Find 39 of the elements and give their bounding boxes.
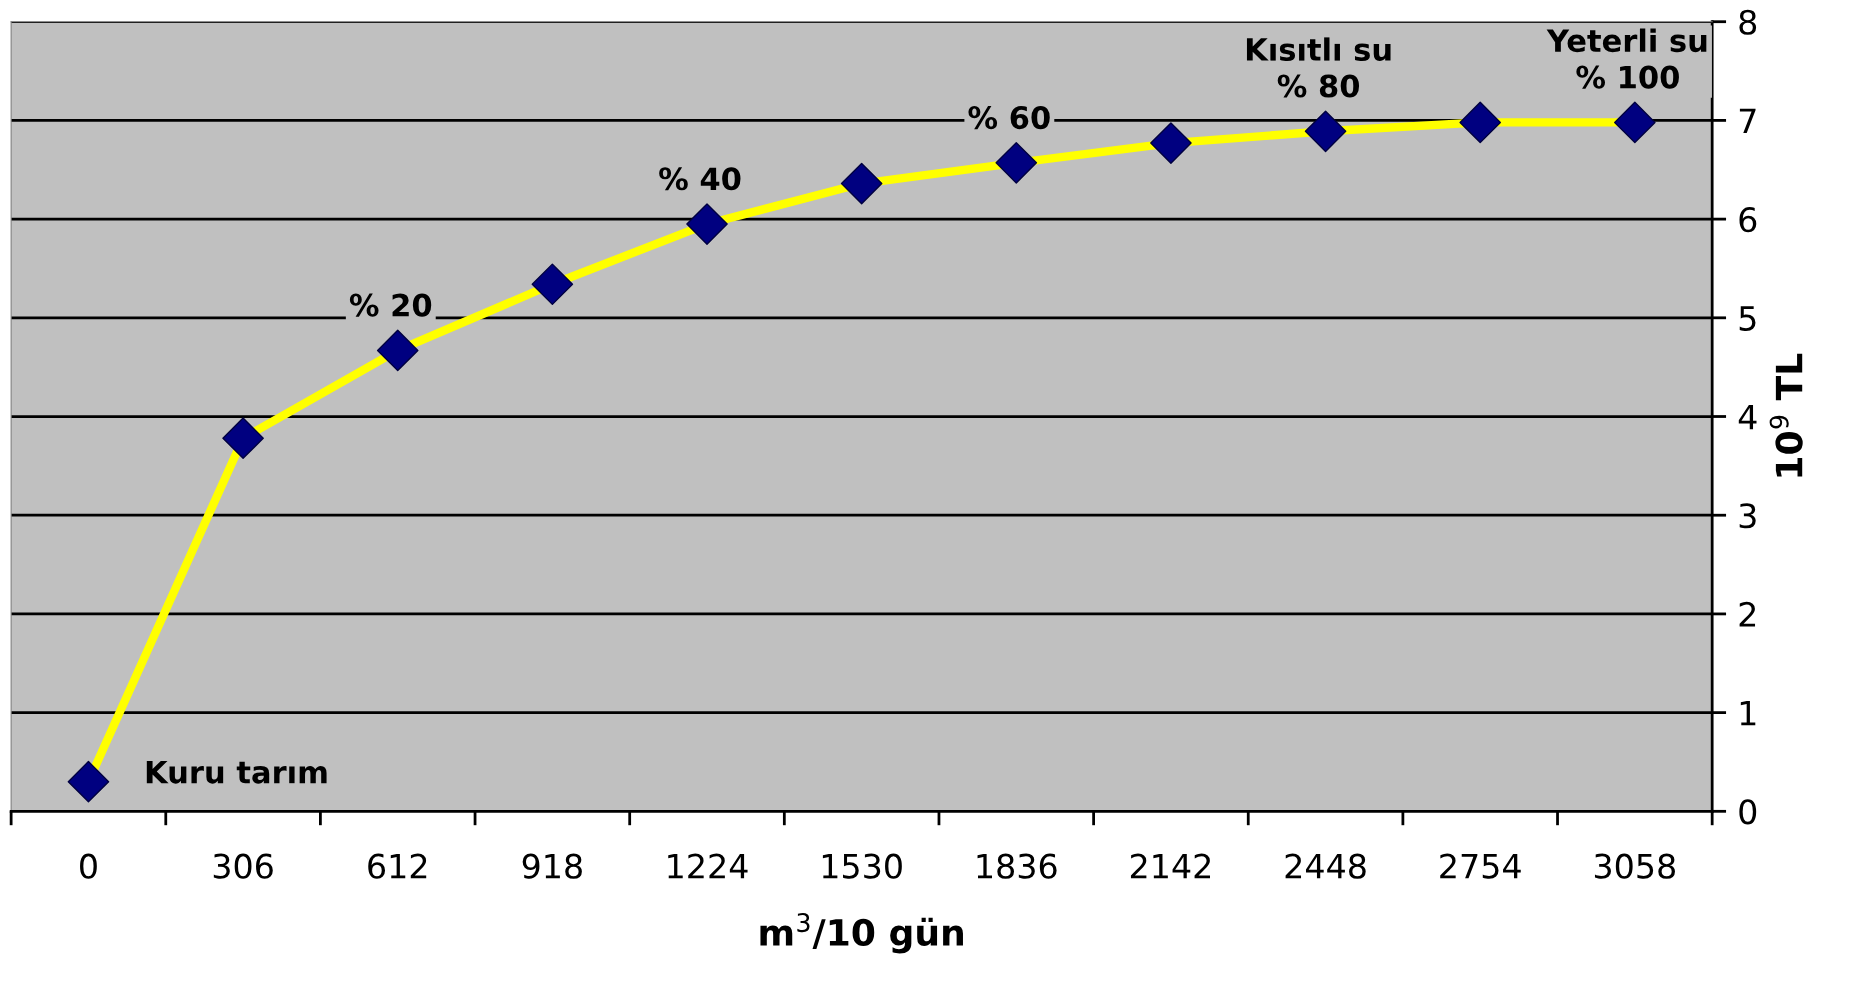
y-tick-label: 4 — [1738, 404, 1757, 430]
y-tick-label: 3 — [1739, 503, 1756, 529]
x-tick-label: 2754 — [1440, 853, 1521, 879]
point — [531, 263, 574, 306]
annotation: Kuru tarım — [146, 760, 327, 784]
y-tick-label: 0 — [1739, 799, 1757, 825]
point — [995, 142, 1038, 184]
x-axis-title: m$^{3}$/10 gün — [760, 913, 963, 954]
y-tick-label: 6 — [1739, 207, 1757, 233]
y-tick-label: 1 — [1740, 700, 1756, 726]
point — [1614, 101, 1656, 144]
annotation: Kısıtlı su % 80 — [1246, 37, 1391, 98]
x-tick-label: 3058 — [1594, 853, 1675, 879]
x-tick-label: 1836 — [977, 853, 1057, 879]
point — [222, 417, 264, 460]
x-tick-label: 0 — [80, 853, 97, 879]
y-tick-label: 7 — [1739, 108, 1756, 134]
point — [1304, 110, 1347, 153]
y-tick-label: 5 — [1739, 306, 1756, 331]
point — [840, 162, 883, 205]
x-tick-label: 306 — [213, 853, 273, 879]
annotation: Yeterli su % 100 — [1546, 28, 1707, 89]
x-tick-label: 918 — [522, 853, 582, 879]
point — [1150, 122, 1192, 164]
x-tick-label: 1530 — [822, 853, 902, 879]
annotation: % 60 — [968, 106, 1050, 130]
y-tick-label: 8 — [1739, 9, 1757, 35]
x-tick-label: 2142 — [1130, 853, 1210, 879]
x-tick-label: 1224 — [668, 853, 748, 879]
annotation: % 20 — [349, 293, 432, 317]
point — [686, 203, 728, 245]
y-axis-title: 10$^{9}$ TL — [1769, 353, 1803, 477]
annotation: % 40 — [659, 167, 741, 191]
x-tick-label: 612 — [368, 853, 427, 879]
point — [1459, 101, 1502, 144]
point — [376, 329, 419, 372]
x-tick-label: 2448 — [1285, 853, 1366, 879]
y-tick-label: 2 — [1739, 601, 1756, 627]
point — [67, 760, 110, 803]
